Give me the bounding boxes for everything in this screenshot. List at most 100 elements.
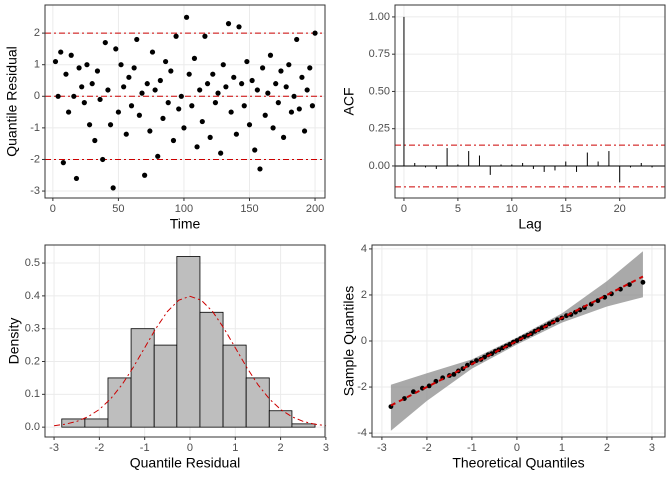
bar [245, 377, 270, 428]
point [94, 68, 101, 74]
x-tick-label: 2 [278, 442, 284, 454]
panel: -3 -2 -1 0 1 2 3 0.0 0.1 0.2 0.3 0.4 0.5 Quantile Res… [6, 244, 329, 471]
point [55, 93, 61, 99]
x-axis-title: Quantile Residual [130, 455, 241, 471]
panel: 0 5 10 15 20 0.00 0.25 0.50 0.75 1.00 Lag ACF [341, 4, 666, 232]
y-tick-label: 0 [361, 335, 367, 347]
point [97, 96, 103, 103]
point [270, 125, 276, 131]
point [168, 68, 174, 74]
plot-frame [394, 4, 666, 199]
point [173, 33, 179, 39]
x-tick-label: 0 [514, 442, 520, 454]
point [294, 36, 300, 43]
point [68, 52, 74, 58]
x-tick-label: 0 [401, 203, 407, 215]
x-tick-label: 50 [112, 203, 124, 215]
bar [291, 423, 316, 428]
point [288, 109, 295, 115]
point [304, 87, 310, 93]
bar [199, 311, 224, 428]
y-tick-label: 0.50 [369, 85, 390, 97]
point [602, 294, 608, 300]
point [267, 52, 274, 58]
plot-background [395, 5, 665, 198]
bar [84, 418, 109, 428]
point [286, 62, 292, 68]
y-tick-label: 1 [34, 59, 40, 71]
point [178, 93, 184, 99]
x-tick-label: -1 [140, 442, 150, 454]
point [555, 317, 560, 323]
x-axis-title: Lag [518, 216, 541, 232]
panel: -3 -2 -1 0 1 2 3 -4 -2 0 2 4 Theoretical Quantiles Sa… [341, 243, 666, 471]
point [246, 122, 253, 128]
bar [61, 418, 86, 428]
bar [153, 344, 178, 428]
point [134, 36, 140, 43]
point [212, 100, 219, 106]
point [301, 128, 308, 134]
point [627, 282, 632, 287]
point [128, 103, 135, 109]
point [136, 112, 142, 118]
point [309, 103, 316, 109]
point [546, 321, 552, 327]
point [110, 185, 116, 191]
point [52, 58, 59, 65]
point [181, 125, 187, 131]
point [79, 84, 85, 90]
y-axis-title: Sample Quantiles [341, 286, 357, 397]
point [225, 21, 232, 27]
point [296, 106, 302, 112]
y-tick-label: 0.5 [25, 257, 40, 269]
y-axis-title: ACF [341, 88, 357, 116]
x-tick-label: 5 [455, 203, 461, 215]
point [71, 93, 77, 99]
plot-frame [44, 4, 326, 199]
point [595, 298, 601, 304]
point [121, 84, 127, 90]
point [89, 81, 95, 87]
x-tick-label: 20 [614, 203, 626, 215]
y-axis-title: Quantile Residual [4, 46, 20, 157]
y-tick-label: -4 [357, 427, 367, 439]
point [254, 87, 260, 93]
y-tick-label: -3 [30, 185, 40, 197]
point [199, 118, 205, 125]
point [113, 46, 119, 52]
y-tick-label: 0.2 [25, 355, 40, 367]
point [640, 279, 646, 285]
x-tick-label: 100 [175, 203, 193, 215]
x-tick-label: -2 [94, 442, 104, 454]
point [92, 137, 98, 144]
point [100, 156, 106, 163]
point [160, 115, 166, 121]
x-axis-title: Time [170, 216, 201, 232]
point [239, 81, 245, 87]
x-tick-label: 1 [559, 442, 565, 454]
point [233, 131, 239, 137]
point [299, 74, 305, 80]
point [149, 49, 156, 55]
point [107, 122, 114, 128]
point [241, 103, 247, 109]
point [411, 389, 416, 395]
point [81, 100, 87, 106]
x-tick-label: 1 [232, 442, 238, 454]
x-tick-label: -3 [377, 442, 387, 454]
point [218, 150, 224, 156]
point [249, 77, 255, 84]
point [123, 131, 129, 137]
point [139, 90, 145, 96]
y-tick-label: 1.00 [369, 11, 390, 23]
point [63, 71, 69, 77]
point [84, 62, 90, 68]
x-tick-label: -1 [467, 442, 477, 454]
point [312, 30, 318, 36]
point [155, 153, 161, 159]
point [280, 134, 287, 140]
bar [107, 377, 132, 428]
plot-background [45, 5, 325, 198]
